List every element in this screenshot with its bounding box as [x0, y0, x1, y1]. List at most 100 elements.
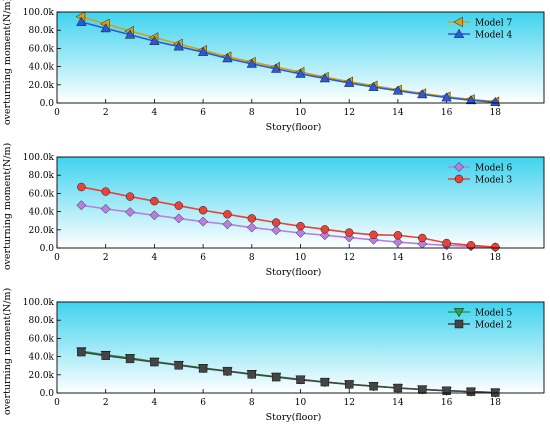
data-point: [296, 221, 305, 231]
data-point: [198, 216, 208, 227]
data-point: [77, 182, 86, 192]
x-tick-label: 2: [103, 253, 109, 263]
data-point: [124, 29, 136, 39]
y-tick-label: 80.0k: [29, 316, 55, 326]
data-point: [295, 228, 306, 238]
data-point: [125, 354, 135, 364]
data-point: [174, 361, 183, 370]
data-point: [320, 225, 330, 234]
x-tick-label: 6: [200, 108, 206, 118]
data-point: [393, 383, 403, 393]
data-point: [490, 96, 501, 106]
legend-swatch-marker: [454, 162, 464, 172]
data-point: [369, 381, 378, 391]
data-point: [222, 219, 233, 230]
data-point: [319, 230, 330, 241]
data-point: [223, 366, 232, 376]
x-tick-label: 4: [152, 398, 158, 408]
x-tick-label: 6: [200, 253, 206, 263]
legend-label: Model 4: [475, 31, 512, 41]
data-point: [368, 81, 379, 91]
y-tick-label: 40.0k: [29, 353, 55, 363]
y-tick-label: 0.0: [40, 99, 55, 109]
plot-frame: [56, 156, 545, 249]
y-tick-label: 80.0k: [29, 171, 55, 181]
data-point: [344, 77, 355, 87]
data-point: [441, 92, 452, 102]
data-point: [345, 380, 354, 389]
y-tick-label: 60.0k: [29, 189, 55, 199]
data-point: [465, 95, 477, 105]
data-point: [271, 225, 282, 236]
x-tick-label: 12: [343, 253, 354, 263]
x-tick-label: 18: [490, 398, 502, 408]
plot-frame: [56, 11, 545, 104]
series-model-3: [77, 182, 500, 252]
x-tick-label: 14: [392, 398, 404, 408]
y-tick-label: 100.0k: [23, 8, 55, 18]
x-tick-label: 14: [392, 253, 404, 263]
y-axis-title: overturning moment(N/m): [2, 288, 13, 415]
data-point: [149, 35, 160, 45]
legend-label: Model 7: [475, 19, 512, 29]
legend: Model 5 Model 2: [448, 308, 512, 331]
y-tick-label: 20.0k: [29, 81, 55, 91]
y-tick-label: 60.0k: [29, 334, 55, 344]
x-tick-label: 6: [200, 398, 206, 408]
data-point: [197, 46, 209, 56]
data-point: [491, 242, 500, 252]
data-point: [246, 222, 257, 233]
legend: Model 6 Model 3: [448, 162, 512, 186]
x-tick-label: 8: [249, 398, 255, 408]
series-line: [81, 21, 496, 103]
data-point: [247, 214, 257, 223]
data-point: [101, 351, 110, 360]
x-tick-label: 4: [152, 108, 158, 118]
chart-panel-2: 0.0 20.0k 40.0k 60.0k 80.0k 100.0k 0 2 4 6 8 10 12 14…: [2, 143, 545, 278]
data-point: [491, 388, 500, 397]
x-axis-title: Story(floor): [266, 267, 322, 278]
data-point: [76, 200, 87, 211]
data-point: [174, 201, 183, 210]
data-point: [271, 218, 281, 227]
data-point: [101, 187, 110, 196]
x-tick-label: 10: [295, 253, 307, 263]
legend-swatch-marker: [454, 174, 464, 184]
data-point: [392, 85, 404, 95]
x-axis-title: Story(floor): [266, 122, 322, 133]
x-tick-label: 0: [54, 253, 60, 263]
x-tick-label: 2: [103, 398, 109, 408]
legend-label: Model 6: [475, 164, 512, 174]
x-tick-label: 2: [103, 108, 109, 118]
data-point: [417, 89, 428, 99]
chart-panel-3: 0.0 20.0k 40.0k 60.0k 80.0k 100.0k 0 2 4 6 8 10 12 14…: [2, 288, 545, 423]
x-tick-label: 8: [249, 253, 255, 263]
data-point: [125, 207, 135, 217]
data-point: [393, 231, 403, 240]
y-tick-label: 20.0k: [29, 371, 55, 381]
plot-frame: [56, 301, 545, 394]
data-point: [296, 375, 305, 385]
y-tick-label: 40.0k: [29, 63, 55, 73]
x-tick-label: 18: [490, 253, 502, 263]
chart-panel-1: 0.0 20.0k 40.0k 60.0k 80.0k 100.0k 0 2 4 6 8 10 12 14…: [2, 0, 545, 133]
data-point: [222, 53, 233, 63]
y-tick-label: 40.0k: [29, 208, 55, 218]
y-tick-label: 0.0: [40, 244, 55, 254]
data-point: [442, 386, 451, 395]
data-point: [223, 210, 232, 219]
x-tick-label: 10: [295, 398, 307, 408]
legend-swatch-marker: [453, 28, 465, 38]
data-point: [345, 228, 354, 237]
data-point: [295, 68, 306, 78]
legend: Model 7 Model 4: [448, 16, 512, 41]
y-axis-title: overturning moment(N/m): [2, 143, 13, 270]
y-tick-label: 20.0k: [29, 226, 55, 236]
y-tick-label: 100.0k: [23, 298, 55, 308]
series-model-2: [77, 347, 500, 397]
data-point: [247, 370, 257, 379]
data-point: [173, 213, 184, 224]
series-model-6: [76, 200, 501, 253]
data-point: [173, 41, 184, 51]
x-tick-label: 0: [54, 108, 60, 118]
